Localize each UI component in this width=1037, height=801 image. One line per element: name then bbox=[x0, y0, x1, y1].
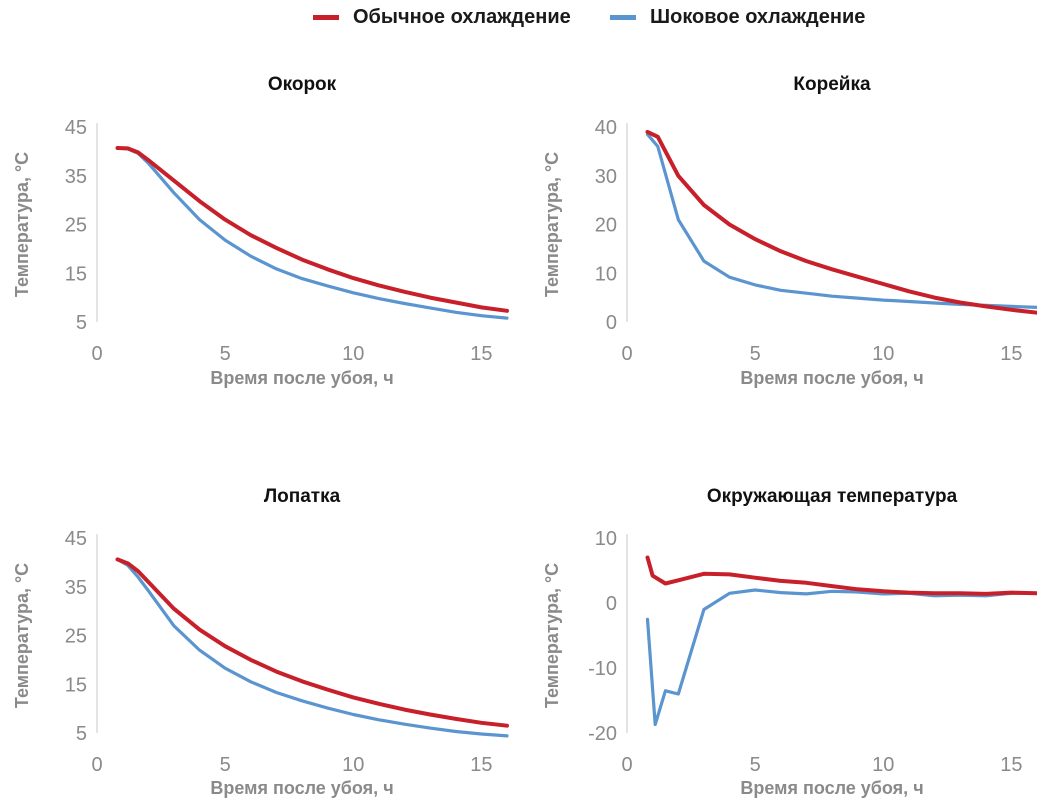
series-line-shock-cooling bbox=[115, 557, 509, 738]
x-tick-label: 5 bbox=[220, 343, 231, 365]
y-tick-label: 25 bbox=[65, 626, 87, 648]
x-tick-label: 15 bbox=[1000, 343, 1022, 365]
chart-ambient: Окружающая температура -20 -10 0 10 0 5 10 15 Вре… bbox=[542, 486, 1037, 798]
series-line-regular-cooling bbox=[645, 555, 1037, 596]
y-tick-label: 0 bbox=[606, 312, 617, 334]
y-tick-label: 5 bbox=[76, 723, 87, 745]
x-axis-label: Время после убоя, ч bbox=[210, 368, 393, 388]
y-axis-label: Температура, °C bbox=[542, 152, 562, 297]
legend-item-regular-cooling: Обычное охлаждение bbox=[313, 6, 571, 29]
x-tick-label: 5 bbox=[750, 754, 761, 776]
y-tick-label: 10 bbox=[595, 528, 617, 550]
y-axis-label: Температура, °C bbox=[542, 563, 562, 708]
y-tick-label: -10 bbox=[588, 658, 617, 680]
x-tick-label: 15 bbox=[470, 343, 492, 365]
x-tick-label: 10 bbox=[342, 343, 364, 365]
x-tick-label: 0 bbox=[91, 754, 102, 776]
y-tick-label: 10 bbox=[595, 263, 617, 285]
series-line-shock-cooling bbox=[645, 588, 1037, 727]
y-tick-label: 40 bbox=[595, 117, 617, 139]
x-tick-label: 10 bbox=[872, 343, 894, 365]
y-tick-label: 20 bbox=[595, 215, 617, 237]
x-tick-label: 0 bbox=[621, 754, 632, 776]
x-tick-label: 0 bbox=[91, 343, 102, 365]
series-line-shock-cooling bbox=[645, 132, 1037, 309]
series-line-regular-cooling bbox=[115, 557, 509, 728]
y-tick-label: -20 bbox=[588, 723, 617, 745]
series-line-shock-cooling bbox=[115, 146, 509, 320]
legend-item-shock-cooling: Шоковое охлаждение bbox=[610, 6, 865, 29]
x-axis-label: Время после убоя, ч bbox=[740, 368, 923, 388]
legend-label: Обычное охлаждение bbox=[353, 6, 571, 28]
x-tick-label: 10 bbox=[342, 754, 364, 776]
y-tick-label: 35 bbox=[65, 166, 87, 188]
y-axis-label: Температура, °C bbox=[12, 563, 32, 708]
x-tick-label: 5 bbox=[750, 343, 761, 365]
y-tick-label: 30 bbox=[595, 166, 617, 188]
y-tick-label: 35 bbox=[65, 577, 87, 599]
chart-title: Окорок bbox=[268, 74, 337, 95]
legend-swatch-red bbox=[313, 15, 339, 20]
y-tick-label: 0 bbox=[606, 593, 617, 615]
x-tick-label: 5 bbox=[220, 754, 231, 776]
series-line-regular-cooling bbox=[645, 129, 1037, 315]
y-tick-label: 15 bbox=[65, 263, 87, 285]
chart-title: Лопатка bbox=[264, 486, 341, 507]
y-tick-label: 5 bbox=[76, 312, 87, 334]
y-tick-label: 45 bbox=[65, 117, 87, 139]
y-axis-label: Температура, °C bbox=[12, 152, 32, 297]
x-tick-label: 10 bbox=[872, 754, 894, 776]
x-axis-label: Время после убоя, ч bbox=[740, 778, 923, 798]
y-tick-label: 15 bbox=[65, 674, 87, 696]
x-tick-label: 15 bbox=[1000, 754, 1022, 776]
x-axis-label: Время после убоя, ч bbox=[210, 778, 393, 798]
y-tick-label: 45 bbox=[65, 528, 87, 550]
chart-title: Корейка bbox=[793, 74, 871, 95]
chart-loin: Корейка 0 10 20 30 40 0 5 10 15 Время после убоя, … bbox=[542, 74, 1037, 388]
legend-swatch-blue bbox=[610, 15, 636, 20]
x-tick-label: 0 bbox=[621, 343, 632, 365]
chart-title: Окружающая температура bbox=[707, 486, 958, 507]
y-tick-label: 25 bbox=[65, 215, 87, 237]
series-line-regular-cooling bbox=[115, 146, 509, 313]
chart-legend: Обычное охлаждение Шоковое охлаждение bbox=[0, 0, 1037, 40]
legend-label: Шоковое охлаждение bbox=[650, 6, 866, 28]
x-tick-label: 15 bbox=[470, 754, 492, 776]
